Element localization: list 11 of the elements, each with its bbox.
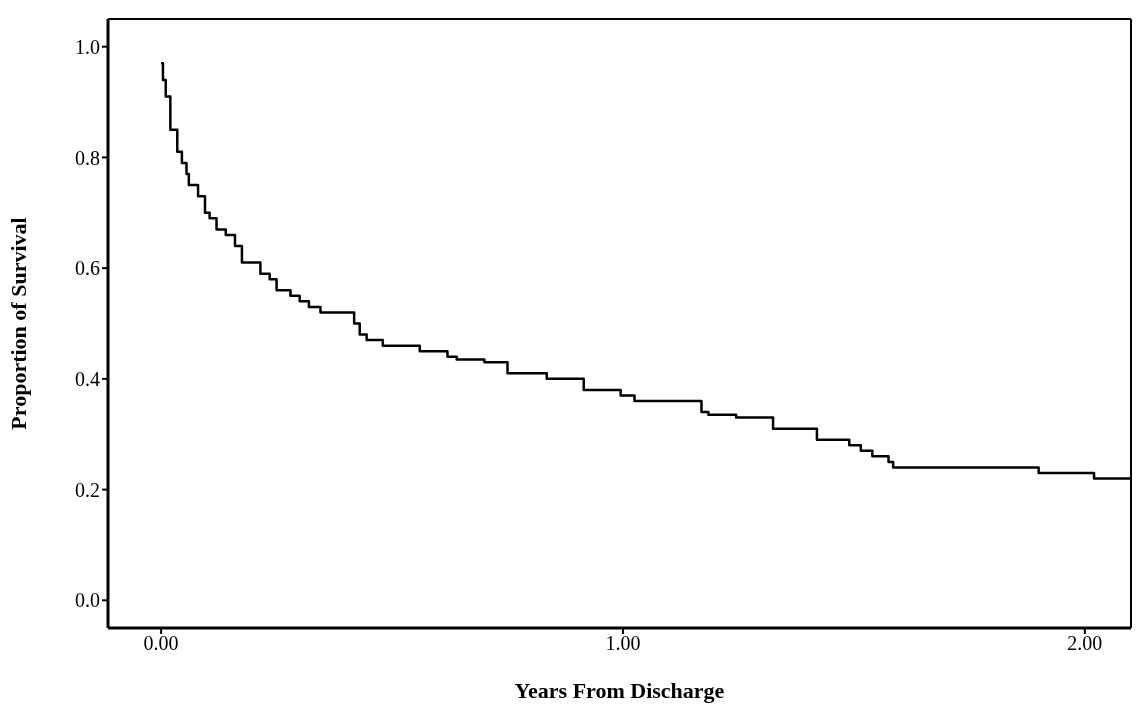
y-tick-label: 0.4 — [75, 367, 100, 390]
x-tick-label: 2.00 — [1067, 632, 1103, 655]
y-axis-title: Proportion of Survival — [5, 217, 31, 430]
x-tick-label: 1.00 — [605, 632, 641, 655]
x-axis-title: Years From Discharge — [514, 678, 725, 703]
x-tick-label: 0.00 — [143, 632, 179, 655]
y-tick-label: 0.2 — [75, 478, 100, 501]
y-tick-label: 0.6 — [75, 257, 100, 280]
y-tick-label: 0.0 — [75, 589, 100, 612]
y-tick-label: 0.8 — [75, 146, 100, 169]
y-tick-label: 1.0 — [75, 35, 100, 58]
